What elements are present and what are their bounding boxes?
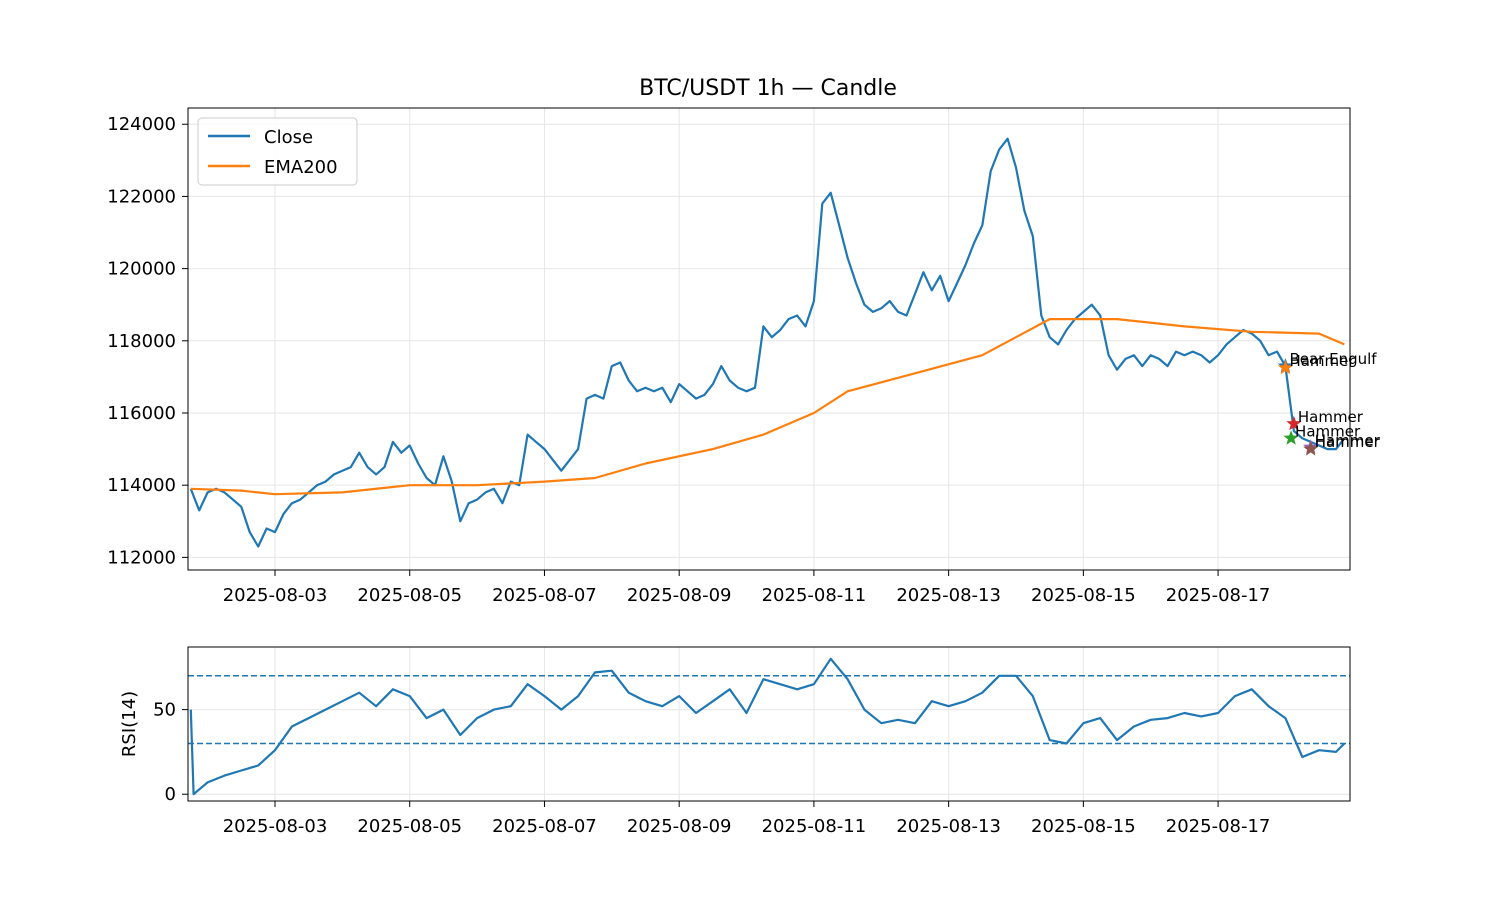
- x-tick-label: 2025-08-13: [896, 816, 1001, 837]
- price-panel: Bear EngulfHammerHammerHammerHammerHamme…: [107, 107, 1381, 606]
- pattern-label: Hammer: [1289, 352, 1355, 370]
- rsi-lines: [189, 657, 1346, 796]
- pattern-marker: [1277, 359, 1294, 375]
- y-tick-label: 120000: [107, 259, 176, 280]
- pattern-label: Hammer: [1298, 408, 1364, 426]
- legend-label: EMA200: [264, 157, 338, 178]
- price-lines: [189, 137, 1346, 548]
- rsi-y-ticks: 0 50: [153, 700, 188, 805]
- price-axes-frame: [187, 107, 1351, 571]
- x-tick-label: 2025-08-17: [1166, 585, 1271, 606]
- pattern-label: Hammer: [1295, 422, 1361, 440]
- x-tick-label: 2025-08-09: [627, 585, 732, 606]
- y-tick-label: 50: [153, 700, 176, 721]
- y-tick-label: 124000: [107, 114, 176, 135]
- x-tick-label: 2025-08-17: [1166, 816, 1271, 837]
- rsi-axes-frame: [187, 646, 1351, 802]
- x-tick-label: 2025-08-11: [762, 816, 867, 837]
- price-y-ticks: 112000 114000 116000 118000 120000 122000 1240…: [107, 114, 188, 568]
- pattern-marker: [1303, 441, 1319, 456]
- x-tick-label: 2025-08-13: [896, 585, 1001, 606]
- rsi-line: [189, 657, 1346, 796]
- price-plot-area: [188, 108, 1350, 570]
- pattern-annotations: Bear EngulfHammerHammerHammerHammerHamme…: [1277, 350, 1381, 456]
- price-grid: [188, 108, 1350, 570]
- x-tick-label: 2025-08-15: [1031, 816, 1136, 837]
- rsi-panel: 050 2025-08-03 2025-08-05 2025-08-07 2025-0…: [119, 646, 1351, 837]
- x-tick-label: 2025-08-11: [762, 585, 867, 606]
- pattern-marker: [1283, 430, 1299, 445]
- pattern-marker: [1286, 415, 1302, 431]
- rsi-y-axis-label: RSI(14): [119, 691, 140, 757]
- legend: Close EMA200: [197, 117, 358, 186]
- x-tick-label: 2025-08-15: [1031, 585, 1136, 606]
- y-tick-label: 116000: [107, 403, 176, 424]
- y-tick-label: 122000: [107, 186, 176, 207]
- series-line-close: [189, 137, 1346, 548]
- pattern-label: Hammer: [1315, 431, 1381, 449]
- y-tick-label: 114000: [107, 475, 176, 496]
- chart-title: BTC/USDT 1h — Candle: [639, 76, 897, 101]
- price-x-ticks: 2025-08-03 2025-08-05 2025-08-07 2025-08-09…: [223, 570, 1271, 606]
- rsi-plot-area: [188, 647, 1350, 801]
- series-line-ema200: [190, 318, 1345, 496]
- pattern-label: Hammer: [1315, 433, 1381, 451]
- x-tick-label: 2025-08-09: [627, 816, 732, 837]
- y-tick-label: 0: [165, 784, 176, 805]
- y-tick-label: 118000: [107, 331, 176, 352]
- x-tick-label: 2025-08-05: [357, 816, 462, 837]
- y-tick-label: 112000: [107, 547, 176, 568]
- rsi-x-ticks: 2025-08-03 2025-08-05 2025-08-07 2025-08-09…: [223, 801, 1271, 837]
- rsi-grid: [188, 647, 1350, 801]
- pattern-label: Bear Engulf: [1289, 350, 1377, 368]
- rsi-reference-lines: [188, 675, 1350, 745]
- x-tick-label: 2025-08-03: [223, 585, 328, 606]
- x-tick-label: 2025-08-03: [223, 816, 328, 837]
- x-tick-label: 2025-08-05: [357, 585, 462, 606]
- x-tick-label: 2025-08-07: [492, 816, 597, 837]
- legend-label: Close: [264, 127, 313, 148]
- x-tick-label: 2025-08-07: [492, 585, 597, 606]
